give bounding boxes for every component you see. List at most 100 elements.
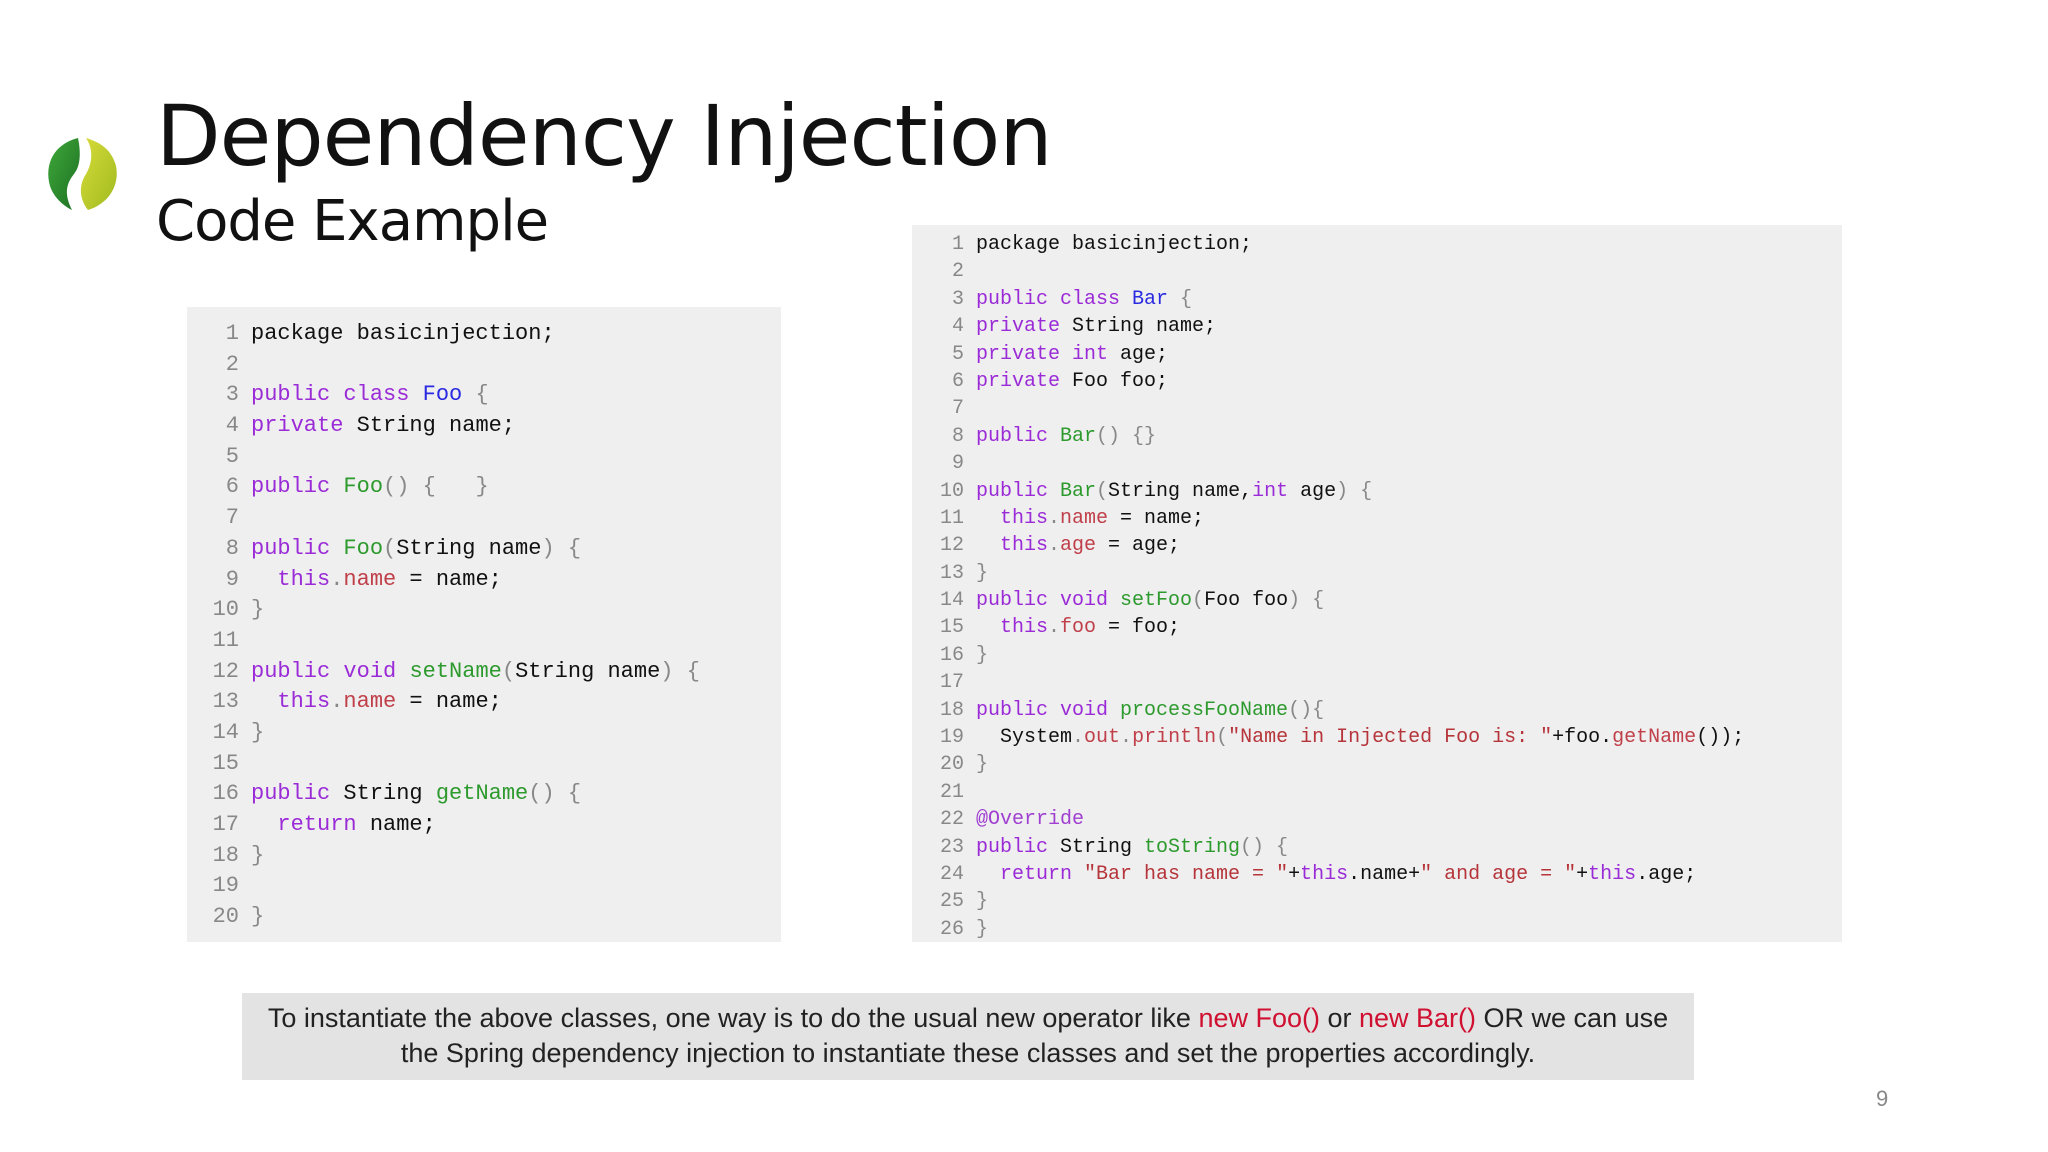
line-number: 3 — [951, 287, 964, 311]
code-token: () { — [1240, 835, 1289, 859]
code-token: return — [976, 862, 1085, 886]
code-token: getName — [435, 781, 529, 807]
code-line: 12 public void setName(String name) { — [187, 657, 781, 688]
code-token: ( — [1216, 726, 1229, 750]
code-line: 9 — [912, 450, 1842, 477]
code-token: ( — [501, 658, 516, 684]
line-number: 15 — [939, 616, 964, 640]
code-token: } — [976, 561, 989, 585]
code-token: ) { — [1288, 589, 1325, 613]
line-number: 5 — [225, 443, 239, 469]
code-token: age — [1300, 479, 1337, 503]
code-token: private — [976, 315, 1073, 339]
code-token: () { } — [383, 474, 489, 500]
page-number: 9 — [1876, 1086, 1889, 1111]
code-line: 26} — [912, 916, 1842, 943]
caption-text: To instantiate the above classes, one wa… — [267, 1003, 1199, 1033]
code-line: 2 — [912, 258, 1842, 285]
line-number: 3 — [225, 382, 239, 408]
line-number: 18 — [212, 842, 239, 868]
code-line: 23 public String toString() { — [912, 834, 1842, 861]
code-token: public — [251, 535, 344, 561]
code-token: Bar — [1060, 479, 1097, 503]
code-token: out — [1084, 726, 1121, 750]
code-token: } — [251, 719, 265, 745]
code-token: System — [976, 726, 1073, 750]
slide-subtitle: Code Example — [156, 189, 549, 254]
code-token: Foo — [422, 382, 463, 408]
caption-highlight-new-bar: new Bar() — [1359, 1003, 1477, 1033]
code-line: 8 public Foo(String name) { — [187, 534, 781, 565]
code-line: 20} — [187, 902, 781, 933]
line-number: 9 — [225, 566, 239, 592]
code-token: int — [1252, 479, 1301, 503]
code-token: setName — [409, 658, 502, 684]
slide-title: Dependency Injection — [156, 87, 1053, 185]
code-token: .name+ — [1348, 862, 1421, 886]
code-token: age — [1060, 534, 1097, 558]
line-number: 5 — [951, 342, 964, 366]
code-token: ) { — [660, 658, 700, 684]
code-line: 9 this. name = name; — [187, 565, 781, 596]
line-number: 13 — [939, 561, 964, 585]
code-token: . — [1120, 726, 1133, 750]
code-token: () {} — [1096, 424, 1157, 448]
line-number: 11 — [939, 506, 964, 530]
code-token: getName — [1612, 726, 1697, 750]
code-token: { — [1168, 287, 1193, 311]
code-token: println — [1132, 726, 1217, 750]
code-token: ()); — [1696, 726, 1745, 750]
code-line: 7 — [187, 503, 781, 534]
code-token: Bar — [1132, 287, 1169, 311]
code-line: 24 return "Bar has name = " + this .name+ " … — [912, 861, 1842, 888]
code-token: public — [251, 474, 344, 500]
code-line: 17 — [912, 669, 1842, 696]
code-token: . — [1048, 506, 1061, 530]
code-token: public class — [251, 382, 423, 408]
line-number: 7 — [225, 505, 239, 531]
line-number: 12 — [939, 534, 964, 558]
code-line: 12 this. age = age; — [912, 532, 1842, 559]
line-number: 24 — [939, 862, 964, 886]
line-number: 2 — [225, 351, 239, 377]
code-line: 5 — [187, 442, 781, 473]
code-line: 6 private Foo foo; — [912, 368, 1842, 395]
code-token: ) { — [541, 535, 582, 561]
code-token: private — [976, 369, 1073, 393]
code-line: 5 private int age; — [912, 341, 1842, 368]
code-token: this — [251, 566, 331, 592]
code-line: 2 — [187, 350, 781, 381]
code-token: = name; — [1108, 506, 1205, 530]
code-token: return — [251, 812, 370, 837]
caption-text: OR we can use the Spring dependency inje… — [400, 1003, 1669, 1068]
code-token: String name — [396, 535, 542, 561]
code-token: } — [976, 917, 989, 941]
code-line: 19 System. out. println("Name in Injected … — [912, 724, 1842, 751]
code-line: 20} — [912, 751, 1842, 778]
line-number: 9 — [951, 452, 964, 476]
code-token: foo — [1060, 616, 1097, 640]
code-token: public — [976, 479, 1061, 503]
code-token: = foo; — [1096, 616, 1181, 640]
line-number: 10 — [939, 479, 964, 503]
code-token: package basicinjection; — [251, 321, 555, 346]
code-line: 15 — [187, 749, 781, 780]
code-token: private — [251, 413, 357, 439]
code-token: . — [330, 566, 344, 592]
code-line: 1 package basicinjection; — [912, 231, 1842, 258]
line-number: 15 — [212, 750, 239, 776]
line-number: 21 — [939, 780, 964, 804]
code-token: } — [976, 753, 989, 777]
code-line: 11 — [187, 626, 781, 657]
line-number: 8 — [951, 424, 964, 448]
code-line: 16} — [912, 642, 1842, 669]
code-line: 13} — [912, 560, 1842, 587]
code-token: this — [976, 506, 1049, 530]
code-token: +foo. — [1552, 726, 1613, 750]
caption-text: or — [1319, 1003, 1359, 1033]
code-token: } — [976, 890, 989, 914]
code-token: processFooName — [1120, 698, 1289, 722]
code-line: 14 public void setFoo(Foo foo) { — [912, 587, 1842, 614]
code-token: public void — [251, 658, 410, 684]
code-token: = name; — [396, 689, 502, 715]
